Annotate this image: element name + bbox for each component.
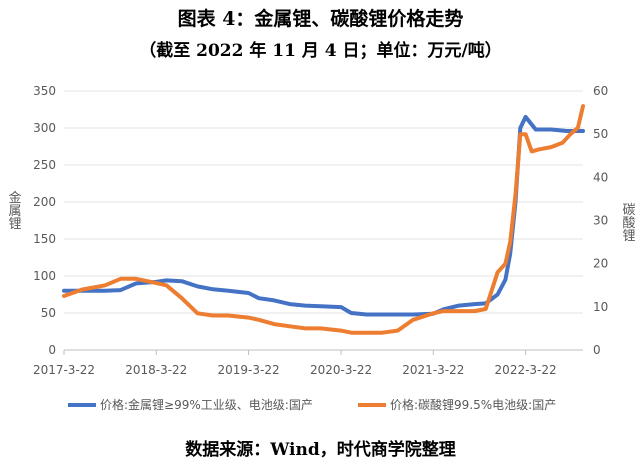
right-tick-label: 60: [593, 84, 608, 98]
right-axis-ticks: 0 10 20 30 40 50 60: [593, 84, 608, 357]
right-tick-label: 30: [593, 214, 608, 228]
series-line-lithium-carbonate: [62, 104, 585, 335]
right-tick-label: 0: [593, 343, 601, 357]
left-tick-label: 50: [41, 306, 56, 320]
left-tick-label: 250: [33, 158, 56, 172]
left-tick-label: 150: [33, 232, 56, 246]
right-tick-label: 50: [593, 127, 608, 141]
left-axis-label: 金属锂: [6, 190, 22, 231]
legend-label-lithium-metal: 价格:金属锂≥99%工业级、电池级:国产: [100, 397, 313, 412]
chart-subtitle: （截至 2022 年 11 月 4 日；单位：万元/吨）: [139, 41, 502, 61]
left-tick-label: 300: [33, 121, 56, 135]
legend: 价格:金属锂≥99%工业级、电池级:国产 价格:碳酸锂99.5%电池级:国产: [68, 397, 556, 412]
x-tick-label: 2019-3-22: [217, 363, 279, 377]
left-tick-label: 100: [33, 269, 56, 283]
x-tick-label: 2017-3-22: [33, 363, 95, 377]
x-axis-ticks: 2017-3-22 2018-3-22 2019-3-22 2020-3-22 2021…: [33, 350, 557, 377]
x-tick-label: 2020-3-22: [310, 363, 372, 377]
left-tick-label: 200: [33, 195, 56, 209]
series-lines: [62, 104, 585, 335]
right-tick-label: 20: [593, 257, 608, 271]
left-axis-ticks: 0 50 100 150 200 250 300 350: [33, 84, 56, 357]
left-tick-label: 0: [48, 343, 56, 357]
left-tick-label: 350: [33, 84, 56, 98]
gridlines: [64, 90, 583, 351]
x-tick-label: 2022-3-22: [495, 363, 557, 377]
chart-title: 图表 4：金属锂、碳酸锂价格走势: [177, 8, 464, 30]
right-tick-label: 10: [593, 300, 608, 314]
legend-label-lithium-carbonate: 价格:碳酸锂99.5%电池级:国产: [390, 397, 556, 412]
x-tick-label: 2018-3-22: [125, 363, 187, 377]
right-axis-label: 碳酸锂: [620, 203, 636, 243]
right-tick-label: 40: [593, 170, 608, 184]
series-line-lithium-metal: [62, 114, 585, 317]
source-note: 数据来源：Wind，时代商学院整理: [185, 440, 456, 460]
x-tick-label: 2021-3-22: [402, 363, 464, 377]
